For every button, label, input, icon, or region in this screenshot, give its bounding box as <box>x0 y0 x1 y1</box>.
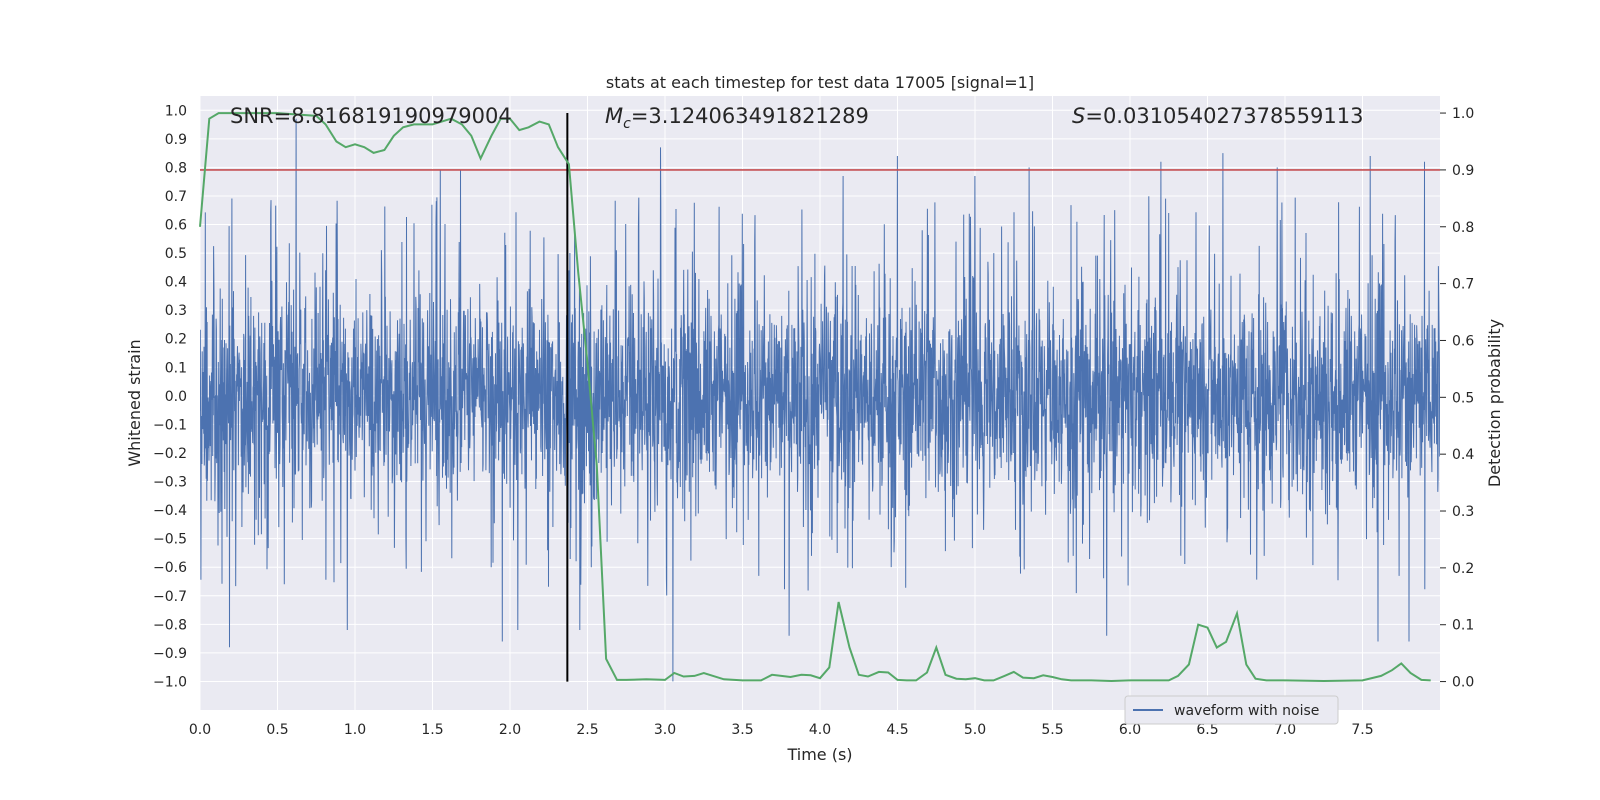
y-tick-label: −0.9 <box>153 646 187 662</box>
y2-tick-label: 0.1 <box>1452 618 1474 634</box>
y2-tick-label: 0.9 <box>1452 163 1474 179</box>
x-tick-label: 1.0 <box>344 722 366 738</box>
y2-tick-label: 0.0 <box>1452 675 1474 691</box>
x-tick-label: 7.0 <box>1274 722 1296 738</box>
y2-axis-label: Detection probability <box>1485 319 1504 487</box>
y2-tick-label: 0.8 <box>1452 220 1474 236</box>
y2-tick-label: 0.5 <box>1452 390 1474 406</box>
y-tick-label: −0.6 <box>153 560 187 576</box>
y2-tick-label: 0.3 <box>1452 504 1474 520</box>
y2-tick-label: 0.6 <box>1452 333 1474 349</box>
y-tick-label: 0.4 <box>165 275 187 291</box>
s-symbol: S <box>1072 104 1085 128</box>
y-tick-label: −0.8 <box>153 617 187 633</box>
y-tick-label: 0.5 <box>165 246 187 262</box>
legend: waveform with noise <box>1124 695 1339 725</box>
x-tick-label: 4.5 <box>886 722 908 738</box>
y-tick-label: −0.7 <box>153 589 187 605</box>
chart-title: stats at each timestep for test data 170… <box>606 73 1034 92</box>
chirp-mass-symbol: M <box>605 104 623 128</box>
chirp-mass-subscript: c <box>623 116 631 132</box>
y-tick-label: 1.0 <box>165 103 187 119</box>
x-tick-label: 0.5 <box>266 722 288 738</box>
snr-annotation: SNR=8.816819190979004 <box>230 104 512 128</box>
y-tick-label: 0.3 <box>165 303 187 319</box>
x-tick-label: 6.0 <box>1119 722 1141 738</box>
x-axis-label: Time (s) <box>786 745 852 764</box>
x-tick-label: 3.5 <box>731 722 753 738</box>
x-tick-label: 2.0 <box>499 722 521 738</box>
x-tick-label: 3.0 <box>654 722 676 738</box>
y-axis-label: Whitened strain <box>125 339 144 466</box>
y-tick-label: 0.0 <box>165 389 187 405</box>
y2-tick-label: 0.4 <box>1452 447 1474 463</box>
chirp-mass-value: =3.124063491821289 <box>631 104 869 128</box>
x-tick-label: 1.5 <box>421 722 443 738</box>
y-tick-label: −1.0 <box>153 674 187 690</box>
y-tick-label: −0.2 <box>153 446 187 462</box>
y2-tick-label: 0.2 <box>1452 561 1474 577</box>
y2-tick-label: 0.7 <box>1452 277 1474 293</box>
x-tick-label: 6.5 <box>1196 722 1218 738</box>
waveform-series <box>200 118 1440 682</box>
x-tick-label: 0.0 <box>189 722 211 738</box>
y-tick-label: 0.8 <box>165 160 187 176</box>
s-value: =0.031054027378559113 <box>1085 104 1363 128</box>
x-tick-label: 7.5 <box>1351 722 1373 738</box>
y-tick-label: 0.7 <box>165 189 187 205</box>
y-tick-label: 0.9 <box>165 132 187 148</box>
x-tick-label: 5.5 <box>1041 722 1063 738</box>
x-tick-label: 4.0 <box>809 722 831 738</box>
y-tick-label: −0.3 <box>153 475 187 491</box>
y-tick-label: 0.2 <box>165 332 187 348</box>
y-axis-ticks: 1.0 0.9 0.8 0.7 0.6 0.5 0.4 0.3 0.2 0.1 0.0 −0.1 −0.… <box>153 103 187 690</box>
y-tick-label: −0.5 <box>153 532 187 548</box>
y-tick-label: −0.1 <box>153 417 187 433</box>
s-annotation: S=0.031054027378559113 <box>1072 104 1363 128</box>
y2-tick-label: 1.0 <box>1452 106 1474 122</box>
x-tick-label: 5.0 <box>964 722 986 738</box>
y-tick-label: −0.4 <box>153 503 187 519</box>
legend-box <box>1124 695 1339 725</box>
probability-series <box>199 112 1431 683</box>
y-tick-label: 0.6 <box>165 218 187 234</box>
y2-axis-ticks: 1.0 0.9 0.8 0.7 0.6 0.5 0.4 0.3 0.2 0.1 0.0 <box>1440 106 1474 691</box>
legend-label: waveform with noise <box>1174 703 1319 719</box>
y-tick-label: 0.1 <box>165 360 187 376</box>
x-tick-label: 2.5 <box>576 722 598 738</box>
x-axis-ticks: 0.0 0.5 1.0 1.5 2.0 2.5 3.0 3.5 4.0 4.5 5.0 5.5 6.0 6… <box>189 722 1374 738</box>
chirp-mass-annotation: Mc=3.124063491821289 <box>605 104 869 132</box>
